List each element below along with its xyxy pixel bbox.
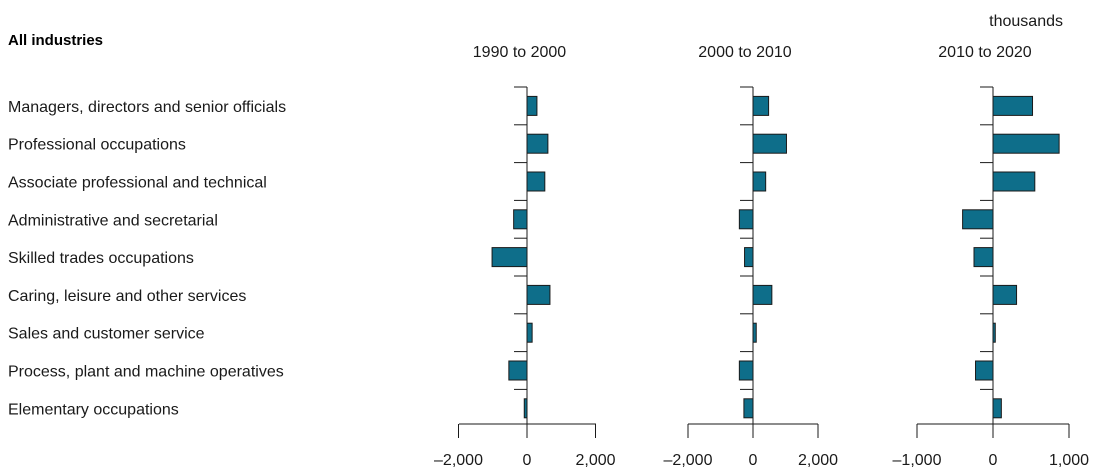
bar [752, 133, 787, 154]
panels: 1990 to 2000 –2,000 0 2,000 2000 to 2010 –2,0… [434, 44, 1089, 468]
tick-label: –2,000 [434, 452, 483, 468]
tick-label: 2,000 [575, 452, 615, 468]
tick-label: 0 [523, 452, 532, 468]
category-label: Associate professional and technical [8, 175, 267, 192]
tick-label: –2,000 [664, 452, 713, 468]
category-label: Process, plant and machine operatives [8, 364, 284, 381]
bar [526, 133, 549, 154]
bar [973, 247, 994, 268]
panel-title: 2010 to 2020 [938, 44, 1032, 61]
panel-title: 2000 to 2010 [698, 44, 792, 61]
bar [743, 398, 754, 419]
bar [992, 284, 1018, 305]
tick-label: 0 [749, 452, 758, 468]
tick-label: 0 [989, 452, 998, 468]
bar [738, 209, 754, 230]
category-labels: Managers, directors and senior officials… [8, 99, 286, 418]
bar [962, 209, 994, 230]
bar [508, 360, 528, 381]
category-label: Administrative and secretarial [8, 212, 218, 229]
tick-label: 2,000 [798, 452, 838, 468]
bar [526, 284, 551, 305]
bar [738, 360, 754, 381]
bar [526, 322, 533, 343]
bar [744, 247, 754, 268]
units-label: thousands [989, 13, 1063, 30]
bar [513, 209, 528, 230]
panel: 2000 to 2010 –2,000 0 2,000 [664, 44, 839, 468]
bar [992, 398, 1002, 419]
category-label: Caring, leisure and other services [8, 288, 246, 305]
category-label: Managers, directors and senior officials [8, 99, 286, 116]
panel: 1990 to 2000 –2,000 0 2,000 [434, 44, 616, 468]
bar [526, 171, 546, 192]
tick-label: 1,000 [1049, 452, 1089, 468]
panel: 2010 to 2020 –1,000 0 1,000 [893, 44, 1090, 468]
bar [526, 95, 538, 116]
category-label: Professional occupations [8, 137, 186, 154]
bar [992, 133, 1060, 154]
panel-title: 1990 to 2000 [473, 44, 567, 61]
category-label: Sales and customer service [8, 326, 205, 343]
bar [992, 171, 1036, 192]
bar [752, 95, 770, 116]
category-label: Elementary occupations [8, 401, 179, 418]
bar [491, 247, 528, 268]
category-label: Skilled trades occupations [8, 250, 194, 267]
bar [752, 284, 773, 305]
bar [992, 95, 1034, 116]
bar [975, 360, 994, 381]
tick-label: –1,000 [893, 452, 942, 468]
chart-title: All industries [8, 32, 103, 49]
bar [752, 171, 767, 192]
